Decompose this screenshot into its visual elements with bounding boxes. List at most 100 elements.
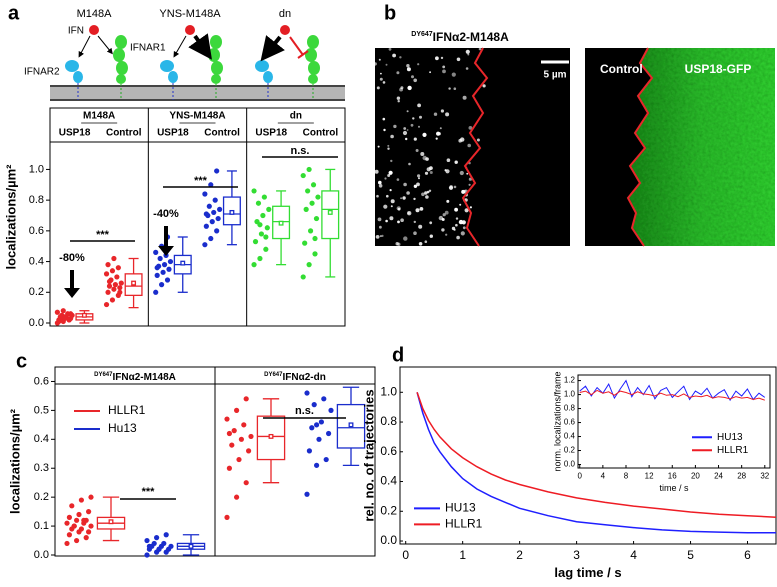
data-point — [217, 206, 223, 212]
spot — [459, 170, 464, 176]
spot — [440, 56, 444, 60]
group-title-name: IFNα2-dn — [282, 372, 325, 383]
x-tick-label: 3 — [573, 548, 580, 562]
data-point — [60, 308, 66, 314]
data-point — [112, 282, 118, 288]
data-point — [306, 448, 312, 454]
spot — [419, 115, 422, 119]
group-title: DY647IFNα2-M148A — [94, 372, 176, 383]
spot — [453, 87, 457, 90]
data-point — [86, 509, 92, 515]
spot — [388, 170, 393, 175]
spot — [378, 58, 381, 61]
spot — [455, 223, 458, 227]
spot — [412, 117, 415, 120]
panel-label: b — [384, 2, 396, 24]
y-tick-label: 0.3 — [34, 462, 49, 474]
spot — [445, 112, 450, 117]
image-left — [375, 48, 570, 246]
significance-label: *** — [194, 175, 208, 187]
mean — [180, 260, 186, 266]
data-point — [318, 419, 324, 425]
y-tick-label: 0.0 — [380, 533, 397, 547]
x-tick-label: 4 — [601, 472, 606, 481]
legend-label: Hu13 — [108, 421, 137, 435]
spot — [385, 219, 388, 223]
spot — [462, 226, 466, 230]
spot — [400, 86, 404, 90]
data-point — [263, 246, 269, 252]
data-point — [300, 274, 306, 280]
mean — [81, 312, 87, 318]
y-tick-label: 0.8 — [564, 404, 576, 413]
data-point — [264, 225, 270, 231]
spot — [476, 138, 480, 142]
data-point — [164, 277, 171, 283]
spot — [413, 78, 418, 83]
significance-label: *** — [142, 486, 156, 498]
data-point — [243, 396, 249, 402]
spot — [383, 204, 388, 209]
data-point — [153, 289, 159, 295]
data-point — [215, 215, 221, 222]
x-tick-label: 6 — [744, 548, 751, 562]
x-axis-label: lag time / s — [554, 565, 621, 580]
ifn-label: IFN — [68, 26, 84, 37]
spot — [460, 231, 465, 236]
y-tick-label: 0.6 — [34, 375, 49, 387]
spot — [392, 53, 396, 58]
spot — [395, 242, 399, 246]
spot — [455, 217, 459, 220]
spot — [446, 158, 451, 162]
spot — [378, 180, 382, 185]
y-tick-label: 0.6 — [29, 225, 44, 237]
data-point — [81, 517, 87, 523]
data-point — [115, 265, 121, 271]
spot — [386, 194, 389, 198]
y-tick-label: 0.4 — [29, 255, 44, 267]
spot — [390, 159, 393, 163]
spot — [429, 166, 433, 171]
data-point — [300, 172, 306, 179]
data-point — [328, 407, 334, 413]
spot — [400, 197, 402, 200]
data-point — [306, 262, 312, 268]
data-point — [144, 537, 150, 544]
spot — [418, 125, 420, 128]
data-point — [66, 514, 72, 521]
data-point — [238, 436, 244, 442]
data-point — [246, 448, 252, 454]
data-point — [263, 234, 269, 240]
y-tick-label: 1.0 — [29, 163, 44, 175]
spot — [379, 225, 382, 229]
y-tick-label: 0.4 — [380, 474, 397, 488]
spot — [373, 62, 377, 66]
spot — [379, 77, 383, 81]
data-point — [206, 203, 212, 209]
spot — [389, 216, 394, 221]
legend-label: HU13 — [445, 501, 476, 515]
data-point — [305, 188, 311, 194]
spot — [425, 195, 429, 199]
data-point — [106, 283, 113, 289]
spot — [413, 137, 417, 141]
data-point — [315, 194, 321, 200]
condition-label: USP18 — [255, 128, 287, 139]
data-point — [321, 396, 327, 402]
data-point — [157, 255, 163, 262]
panel-label: a — [8, 2, 20, 24]
spot — [411, 75, 414, 79]
spot — [456, 235, 460, 240]
spot — [417, 103, 421, 108]
spot — [382, 81, 386, 84]
data-point — [159, 282, 165, 288]
group-label: YNS-M148A — [169, 111, 225, 122]
spot — [467, 53, 470, 56]
data-point — [105, 289, 111, 295]
spot — [462, 95, 467, 100]
series-line — [579, 389, 765, 401]
data-point — [71, 523, 77, 529]
mean — [327, 209, 333, 215]
spot — [388, 47, 392, 51]
data-point — [153, 249, 159, 255]
